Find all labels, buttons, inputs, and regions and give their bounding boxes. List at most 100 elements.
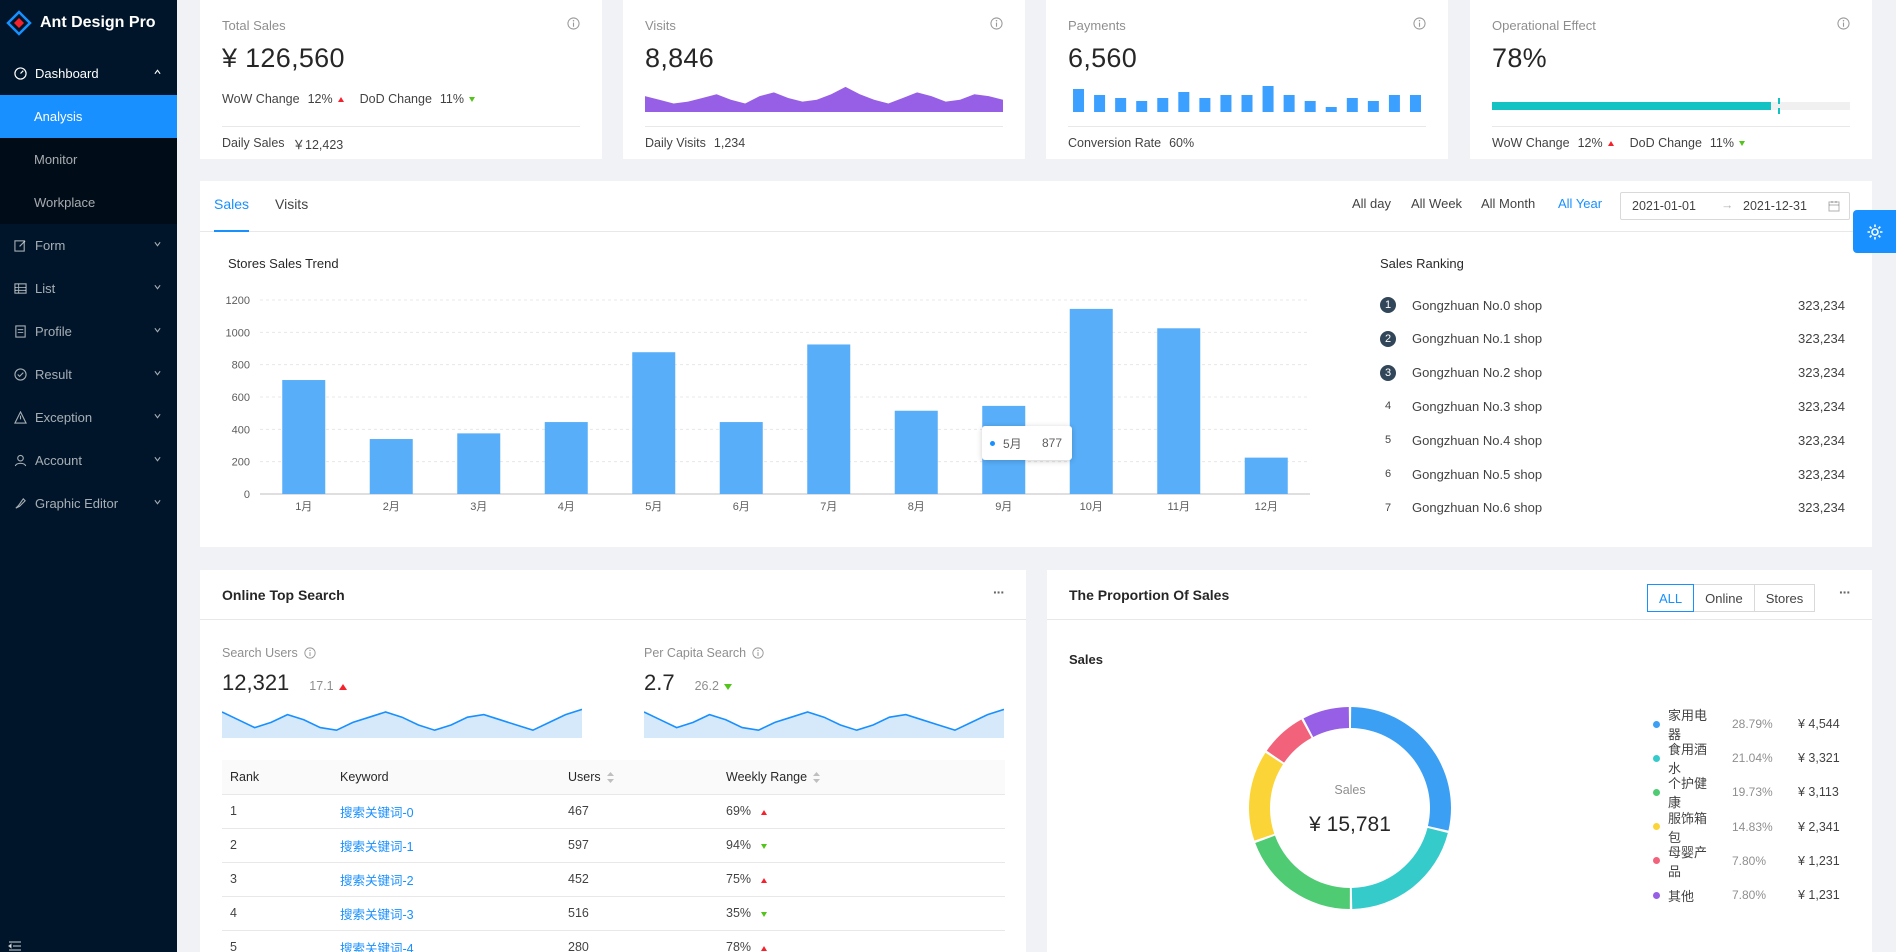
legend-dot bbox=[1653, 754, 1660, 762]
radio-stores[interactable]: Stores bbox=[1753, 584, 1816, 612]
radio-all[interactable]: ALL bbox=[1647, 584, 1695, 612]
range-all-week[interactable]: All Week bbox=[1411, 196, 1463, 211]
rank-value: 323,234 bbox=[1798, 398, 1845, 414]
legend-item[interactable]: 食用酒水 21.04% ¥ 3,321 bbox=[1653, 742, 1840, 776]
sidebar-item-workplace[interactable]: Workplace bbox=[34, 195, 96, 210]
search-users-label: Search Users bbox=[222, 646, 298, 660]
date-end[interactable]: 2021-12-31 bbox=[1743, 199, 1807, 213]
donut-slice[interactable] bbox=[1255, 835, 1350, 909]
legend-item[interactable]: 家用电器 28.79% ¥ 4,544 bbox=[1653, 708, 1840, 742]
tab-sales[interactable]: Sales bbox=[214, 181, 250, 232]
y-tick-label: 800 bbox=[232, 360, 250, 372]
logo[interactable]: Ant Design Pro bbox=[0, 0, 177, 46]
bar[interactable] bbox=[1157, 328, 1201, 494]
sidebar-item-exception[interactable]: Exception bbox=[0, 396, 177, 439]
column-weekly-range[interactable]: Weekly Range bbox=[718, 760, 1005, 795]
y-tick-label: 1000 bbox=[226, 327, 250, 339]
tab-visits[interactable]: Visits bbox=[275, 196, 309, 212]
sort-icon[interactable] bbox=[606, 771, 614, 783]
date-range-picker[interactable]: 2021-01-01 → 2021-12-31 bbox=[1620, 192, 1850, 220]
info-icon[interactable] bbox=[567, 17, 580, 30]
range-all-year[interactable]: All Year bbox=[1558, 196, 1603, 211]
donut-slice[interactable] bbox=[1303, 707, 1350, 737]
bar[interactable] bbox=[282, 380, 326, 494]
date-start[interactable]: 2021-01-01 bbox=[1632, 199, 1696, 213]
rank-shop-name: Gongzhuan No.6 shop bbox=[1412, 500, 1543, 516]
progress-target-marker bbox=[1778, 98, 1781, 114]
legend-name: 母婴产品 bbox=[1668, 844, 1708, 879]
wow-trend: WoW Change 12% bbox=[222, 92, 344, 106]
bar[interactable] bbox=[544, 422, 588, 494]
legend-value: ¥ 4,544 bbox=[1798, 717, 1840, 731]
info-icon[interactable] bbox=[1837, 17, 1850, 30]
footer-label: Daily Sales bbox=[222, 136, 285, 150]
sidebar-item-label: Profile bbox=[35, 324, 72, 339]
sidebar-item-list[interactable]: List bbox=[0, 267, 177, 310]
info-icon[interactable] bbox=[752, 647, 764, 659]
bar[interactable] bbox=[1244, 457, 1288, 494]
ranking-item: 2 Gongzhuan No.1 shop 323,234 bbox=[1380, 329, 1845, 349]
sidebar-item-profile[interactable]: Profile bbox=[0, 310, 177, 353]
bar[interactable] bbox=[894, 410, 938, 494]
keyword-link[interactable]: 搜索关键词-0 bbox=[340, 805, 414, 820]
x-tick-label: 11月 bbox=[1168, 501, 1190, 513]
donut-slice[interactable] bbox=[1249, 752, 1284, 841]
stat-footer: Daily Visits 1,234 bbox=[645, 126, 1003, 159]
info-icon[interactable] bbox=[990, 17, 1003, 30]
bar[interactable] bbox=[1069, 308, 1113, 494]
info-icon[interactable] bbox=[1413, 17, 1426, 30]
settings-drawer-button[interactable] bbox=[1853, 210, 1896, 253]
rank-value: 323,234 bbox=[1798, 331, 1845, 347]
sidebar-item-analysis[interactable]: Analysis bbox=[0, 95, 177, 138]
rank-shop-name: Gongzhuan No.1 shop bbox=[1412, 331, 1543, 347]
range-all-day[interactable]: All day bbox=[1352, 196, 1392, 211]
keyword-link[interactable]: 搜索关键词-2 bbox=[340, 873, 414, 888]
legend-item[interactable]: 其他 7.80% ¥ 1,231 bbox=[1653, 886, 1840, 904]
rank-number: 4 bbox=[1384, 400, 1392, 413]
donut-slice[interactable] bbox=[1350, 707, 1451, 831]
bar[interactable] bbox=[457, 433, 501, 494]
tooltip-dot bbox=[990, 440, 995, 446]
bar[interactable] bbox=[807, 344, 851, 494]
sidebar-item-account[interactable]: Account bbox=[0, 439, 177, 482]
donut-slice[interactable] bbox=[1266, 719, 1312, 763]
more-icon[interactable]: ··· bbox=[1839, 584, 1851, 600]
calendar-icon[interactable] bbox=[1828, 200, 1840, 212]
range-all-month[interactable]: All Month bbox=[1481, 196, 1536, 211]
keyword-link[interactable]: 搜索关键词-3 bbox=[340, 907, 414, 922]
sidebar-item-monitor[interactable]: Monitor bbox=[34, 152, 78, 167]
info-icon[interactable] bbox=[304, 647, 316, 659]
sidebar-item-form[interactable]: Form bbox=[0, 224, 177, 267]
bar[interactable] bbox=[369, 439, 413, 494]
legend-item[interactable]: 母婴产品 7.80% ¥ 1,231 bbox=[1653, 845, 1840, 879]
total-sales-card: Total Sales ¥ 126,560 WoW Change 12% DoD … bbox=[200, 0, 602, 159]
profile-icon bbox=[14, 325, 27, 338]
legend-item[interactable]: 服饰箱包 14.83% ¥ 2,341 bbox=[1653, 811, 1840, 845]
keyword-link[interactable]: 搜索关键词-1 bbox=[340, 839, 414, 854]
keyword-link[interactable]: 搜索关键词-4 bbox=[340, 941, 414, 952]
cell-rank: 3 bbox=[222, 862, 332, 897]
sidebar-item-graphic-editor[interactable]: Graphic Editor bbox=[0, 482, 177, 525]
legend-percent: 7.80% bbox=[1732, 888, 1767, 902]
sidebar-item-dashboard[interactable]: Dashboard bbox=[0, 52, 177, 95]
radio-online[interactable]: Online bbox=[1693, 584, 1755, 612]
card-header: The Proportion Of Sales ··· bbox=[1047, 570, 1872, 620]
proportion-radio-group: ALL Online Stores bbox=[1647, 584, 1816, 612]
sort-icon[interactable] bbox=[813, 771, 821, 783]
x-tick-label: 2月 bbox=[383, 501, 400, 513]
table-row: 4 搜索关键词-3 516 35% bbox=[222, 896, 1005, 931]
rank-value: 323,234 bbox=[1798, 432, 1845, 448]
bar[interactable] bbox=[719, 422, 763, 494]
legend-dot bbox=[1653, 891, 1660, 899]
column-users[interactable]: Users bbox=[560, 760, 718, 795]
bar[interactable] bbox=[632, 352, 676, 494]
sidebar-item-result[interactable]: Result bbox=[0, 353, 177, 396]
menu-fold-icon[interactable] bbox=[8, 938, 22, 951]
donut-slice[interactable] bbox=[1351, 827, 1448, 909]
legend-item[interactable]: 个护健康 19.73% ¥ 3,113 bbox=[1653, 776, 1839, 810]
legend-dot bbox=[1653, 720, 1660, 728]
rank-number: 1 bbox=[1380, 297, 1396, 313]
mini-bar bbox=[1388, 95, 1400, 112]
ranking-item: 4 Gongzhuan No.3 shop 323,234 bbox=[1380, 396, 1845, 416]
more-icon[interactable]: ··· bbox=[993, 584, 1005, 600]
